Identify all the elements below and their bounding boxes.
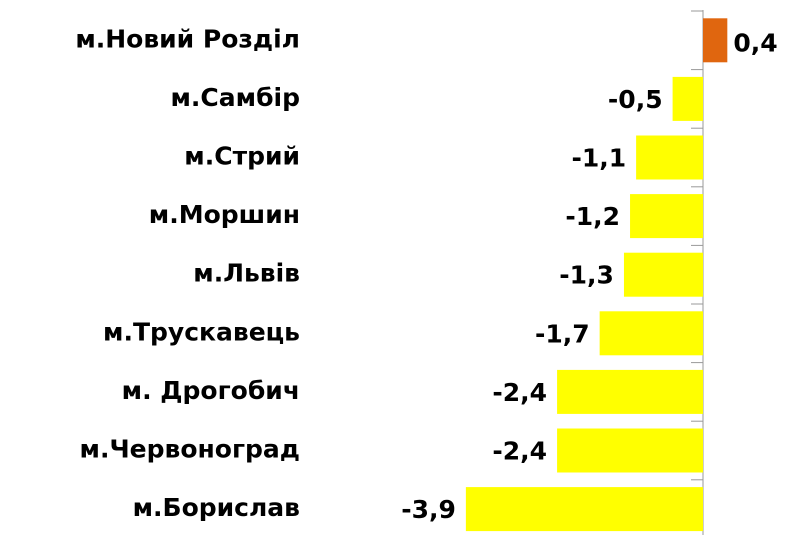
bar [703,18,728,63]
bar [623,252,703,297]
bar [672,76,703,121]
category-label: м.Львів [193,259,300,288]
category-label: м.Червоноград [80,435,300,464]
bar [557,369,703,414]
value-label: -2,4 [492,437,547,466]
value-label: 0,4 [733,28,777,57]
category-label: м.Трускавець [103,317,300,346]
bar [599,311,703,356]
bar [557,428,703,473]
value-label: -1,2 [565,202,620,231]
category-label: м. Дрогобич [122,376,300,405]
category-label: м.Моршин [149,200,300,229]
bar [636,135,703,180]
category-label: м.Новий Розділ [75,24,300,53]
value-label: -0,5 [608,85,663,114]
bar [465,487,703,532]
value-label: -2,4 [492,378,547,407]
category-label: м.Самбір [170,83,300,112]
category-label: м.Стрий [184,142,300,171]
value-label: -1,3 [559,261,614,290]
bar [630,194,703,239]
value-label: -1,7 [535,319,590,348]
value-label: -3,9 [401,495,456,524]
value-label: -1,1 [571,144,626,173]
category-label: м.Борислав [133,493,300,522]
